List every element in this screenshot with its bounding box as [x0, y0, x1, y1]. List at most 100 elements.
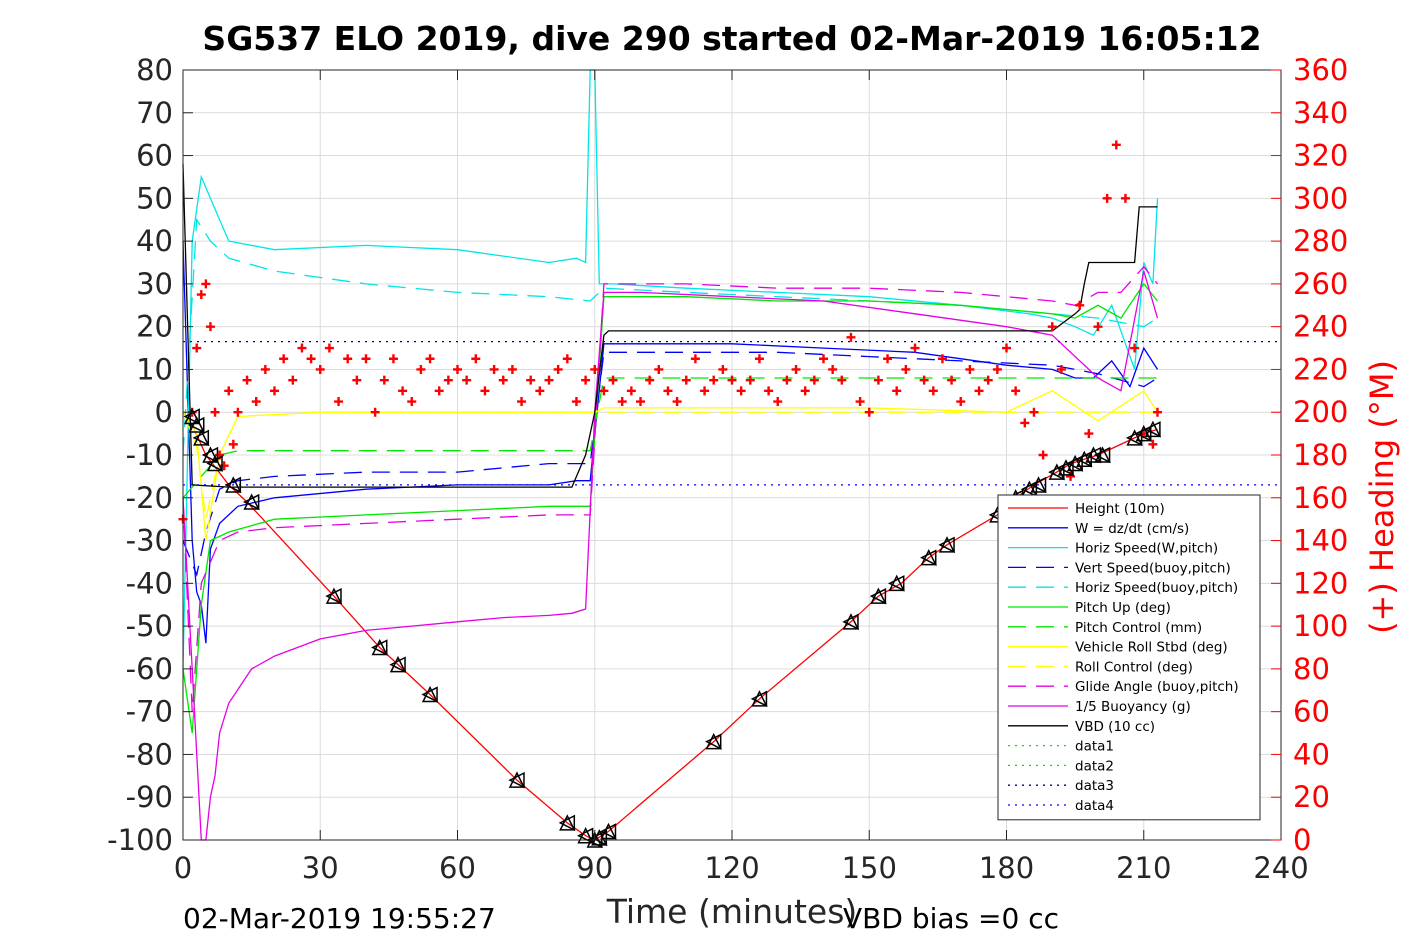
triangle-marker-up [371, 638, 388, 656]
y2-tick-label: 160 [1293, 481, 1348, 515]
heading-marker [919, 375, 929, 385]
triangle-marker-left [325, 587, 342, 605]
heading-marker [901, 364, 911, 374]
triangle-marker-left [242, 493, 260, 511]
triangle-marker-left [1125, 429, 1143, 447]
x-tick-label: 180 [979, 851, 1034, 885]
heading-marker [1111, 140, 1121, 150]
triangle-marker-left [1057, 459, 1074, 477]
legend-box [997, 494, 1261, 821]
heading-marker [571, 397, 581, 407]
heading-marker [937, 354, 947, 364]
y-tick-label: 30 [136, 267, 173, 301]
heading-marker [791, 364, 801, 374]
y2-tick-label: 40 [1293, 737, 1330, 771]
y-tick-label: -40 [126, 566, 173, 600]
triangle-marker-up [559, 814, 576, 831]
heading-marker [910, 343, 920, 353]
x-tick-label: 0 [174, 851, 192, 885]
y-tick-label: 70 [136, 96, 173, 130]
heading-marker [590, 364, 600, 374]
triangle-marker-left [371, 639, 388, 656]
triangle-marker-left [183, 408, 200, 425]
heading-marker [983, 375, 993, 385]
triangle-marker-up [421, 685, 439, 703]
heading-marker [992, 364, 1002, 374]
y2-tick-label: 120 [1293, 566, 1348, 600]
heading-marker [453, 364, 462, 374]
heading-marker [224, 386, 234, 396]
triangle-marker-up [188, 416, 205, 433]
triangle-marker-up [1030, 476, 1047, 493]
heading-marker [928, 386, 938, 396]
footer-timestamp: 02-Mar-2019 19:55:27 [183, 902, 496, 935]
triangle-marker-left [206, 455, 223, 472]
heading-marker [297, 343, 307, 353]
triangle-marker-left [705, 733, 722, 750]
triangle-marker-up [600, 822, 617, 840]
y2-tick-label: 60 [1293, 695, 1330, 729]
y2-tick-label: 340 [1293, 96, 1348, 130]
heading-marker [1020, 418, 1030, 428]
y-tick-label: -90 [126, 780, 173, 814]
y-tick-label: 20 [136, 310, 173, 344]
legend-label: W = dz/dt (cm/s) [1075, 521, 1189, 537]
heading-marker [334, 397, 344, 407]
heading-marker [947, 375, 957, 385]
y2-tick-label: 100 [1293, 609, 1348, 643]
series-line [182, 411, 1158, 841]
heading-marker [700, 386, 710, 396]
heading-marker [443, 375, 453, 385]
legend-label: data3 [1075, 778, 1114, 794]
triangle-marker-left [201, 446, 219, 464]
heading-marker [608, 375, 618, 385]
heading-marker [416, 364, 426, 374]
legend-label: VBD (10 cc) [1075, 719, 1155, 735]
heading-marker [251, 397, 261, 407]
series-lines [182, 69, 1281, 841]
y-tick-label: -100 [107, 823, 173, 857]
y-tick-label: 0 [155, 395, 173, 429]
triangle-marker-up [705, 732, 722, 750]
y2-tick-label: 220 [1293, 352, 1348, 386]
heading-marker [425, 354, 435, 364]
heading-marker [892, 386, 902, 396]
heading-marker [196, 290, 206, 300]
triangle-marker-left [421, 686, 438, 703]
y-tick-label: 60 [136, 139, 173, 173]
y-tick-label: -10 [126, 438, 173, 472]
triangle-marker-up [1094, 446, 1111, 463]
heading-marker [517, 397, 527, 407]
triangle-marker-left [389, 656, 406, 673]
axis-ticks: 0 30 60 90 120 150 180 210 24080706050403020100-… [107, 53, 1348, 885]
heading-marker [599, 386, 609, 396]
heading-marker [626, 386, 636, 396]
heading-marker [1093, 322, 1103, 332]
triangle-marker-up [225, 476, 242, 493]
legend-label: data1 [1075, 739, 1114, 755]
heading-marker [242, 375, 252, 385]
y-tick-label: -80 [126, 737, 173, 771]
heading-marker [1120, 193, 1130, 203]
heading-marker [398, 386, 408, 396]
triangle-marker-left [938, 536, 955, 554]
heading-marker [1075, 300, 1085, 310]
x-tick-label: 150 [842, 851, 897, 885]
heading-marker [1056, 364, 1066, 374]
heading-marker [745, 375, 755, 385]
heading-marker [219, 461, 229, 471]
heading-marker [205, 322, 215, 332]
y-tick-label: 80 [136, 53, 173, 87]
heading-marker [654, 364, 664, 374]
heading-marker [1029, 407, 1039, 417]
heading-marker [343, 354, 353, 364]
heading-marker [388, 354, 398, 364]
heading-marker [1011, 386, 1021, 396]
triangle-marker-up [888, 574, 905, 592]
heading-marker [754, 354, 764, 364]
heading-marker [1038, 450, 1048, 460]
heading-marker [233, 407, 243, 417]
heading-marker [974, 386, 984, 396]
heading-marker [663, 386, 673, 396]
